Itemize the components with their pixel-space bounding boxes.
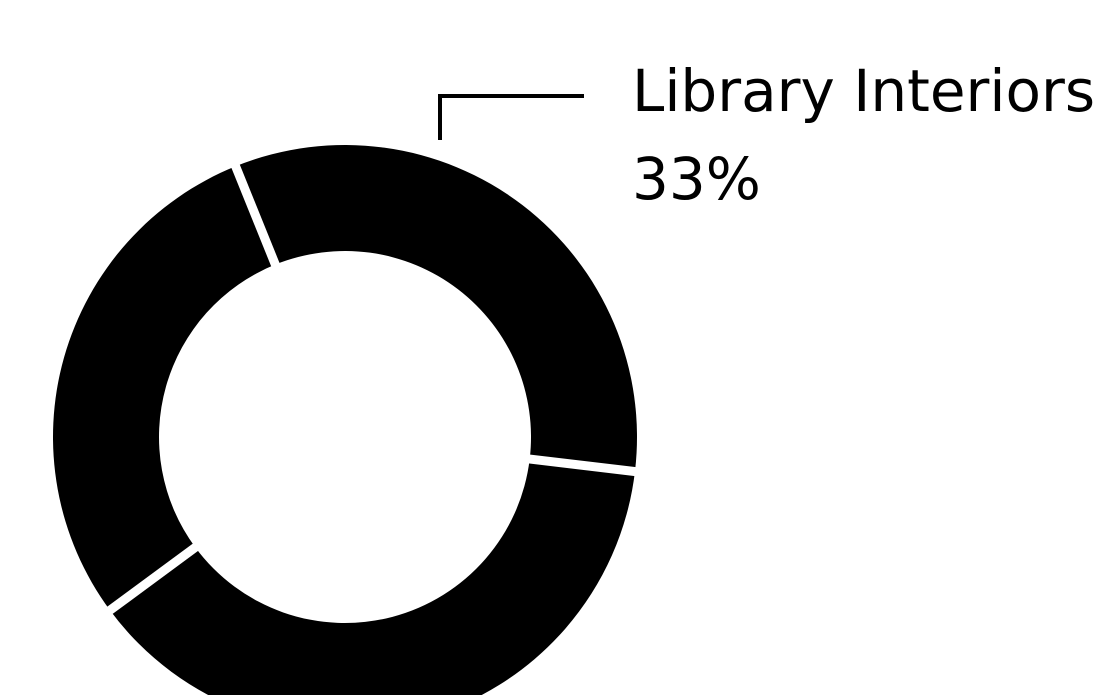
donut-slice-1 [235, 145, 637, 472]
callout-slice-value: 33% [632, 145, 761, 213]
callout-slice-label: Library Interiors [632, 57, 1096, 125]
donut-slice-3 [52, 166, 276, 611]
separators-layer [104, 160, 640, 617]
slice-separator-1 [229, 160, 281, 270]
callout-leader-line [438, 94, 584, 140]
slices-layer [52, 145, 637, 695]
slice-separator-2 [525, 454, 640, 477]
slice-separator-3 [104, 541, 202, 617]
donut-slice-2 [109, 459, 635, 695]
